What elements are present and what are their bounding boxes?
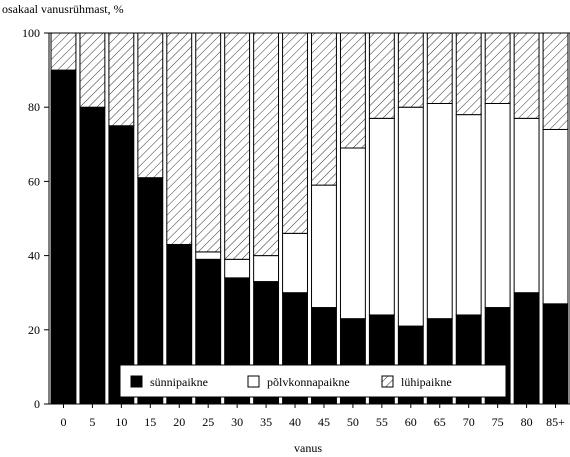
y-tick-label: 0	[34, 397, 40, 411]
x-tick-label: 80	[521, 415, 533, 429]
bar-segment-sunnipaikne-80	[513, 292, 540, 405]
legend: sünnipaikne põlvkonnapaikne lühipaikne	[119, 364, 507, 398]
y-tick-label: 20	[28, 323, 40, 337]
bar-segment-sunnipaikne-85-	[542, 303, 569, 405]
bar-segment-luhipaikne-75	[484, 32, 511, 104]
bar-segment-polvkonnapaikne-45	[311, 184, 337, 309]
bar-segment-polvkonnapaikne-30	[224, 258, 251, 279]
bar-segment-polvkonnapaikne-75	[484, 102, 511, 309]
bar-segment-luhipaikne-40	[282, 32, 308, 234]
x-tick-label: 0	[60, 415, 66, 429]
bar-segment-luhipaikne-80	[513, 32, 540, 119]
x-tick-label: 55	[376, 415, 388, 429]
bar-segment-luhipaikne-85-	[542, 32, 569, 130]
x-tick-label: 20	[173, 415, 185, 429]
y-tick-label: 80	[28, 100, 40, 114]
bar-segment-luhipaikne-55	[368, 32, 395, 119]
plot-frame	[48, 32, 570, 405]
bar-segment-polvkonnapaikne-85-	[542, 128, 569, 305]
y-axis-title: osakaal vanusrühmast, %	[2, 2, 124, 16]
bar-segment-polvkonnapaikne-40	[282, 232, 308, 294]
x-axis-title: vanus	[294, 441, 322, 455]
x-tick-label: 15	[144, 415, 156, 429]
bar-segment-luhipaikne-25	[195, 32, 222, 253]
x-tick-label: 40	[289, 415, 301, 429]
x-tick-label: 25	[202, 415, 214, 429]
x-tick-label: 50	[347, 415, 359, 429]
x-tick-label: 45	[318, 415, 330, 429]
y-tick-label: 40	[28, 249, 40, 263]
legend-swatch-luhipaikne	[381, 375, 394, 388]
bar-segment-polvkonnapaikne-60	[397, 106, 424, 327]
bar-segment-luhipaikne-20	[166, 32, 193, 245]
bar-segment-luhipaikne-15	[137, 32, 164, 179]
y-tick-label: 60	[28, 174, 40, 188]
legend-label-polvkonnapaikne: põlvkonnapaikne	[267, 375, 350, 389]
bar-segment-polvkonnapaikne-55	[368, 117, 395, 316]
bar-segment-luhipaikne-10	[108, 32, 135, 127]
bar-segment-polvkonnapaikne-65	[426, 102, 453, 320]
legend-label-sunnipaikne: sünnipaikne	[150, 375, 208, 389]
bar-segment-polvkonnapaikne-70	[455, 114, 482, 316]
x-tick-label: 5	[89, 415, 95, 429]
bar-segment-luhipaikne-65	[426, 32, 453, 104]
x-tick-label: 10	[115, 415, 127, 429]
bar-segment-polvkonnapaikne-80	[513, 117, 540, 294]
x-tick-label: 30	[231, 415, 243, 429]
x-tick-label: 70	[463, 415, 475, 429]
bar-segment-polvkonnapaikne-50	[339, 147, 366, 320]
y-ticks-layer: 0 20 40 60 80 100	[22, 26, 49, 411]
legend-swatch-polvkonnapaikne	[247, 375, 260, 388]
bar-segment-luhipaikne-45	[311, 32, 337, 186]
bar-segment-luhipaikne-5	[79, 32, 106, 108]
bar-segment-luhipaikne-35	[253, 32, 280, 257]
bar-segment-luhipaikne-0	[50, 32, 77, 71]
legend-box	[119, 364, 507, 398]
x-ticks-layer: 0 5 10 15 20 25 30 35 40 45 50 55 60 65 70 75 80 85+	[60, 404, 565, 429]
legend-swatch-sunnipaikne	[130, 375, 143, 388]
bar-segment-luhipaikne-60	[397, 32, 424, 108]
bar-segment-luhipaikne-70	[455, 32, 482, 116]
bar-segment-luhipaikne-30	[224, 32, 251, 260]
y-tick-label: 100	[22, 26, 40, 40]
x-tick-label: 65	[434, 415, 446, 429]
x-tick-label: 60	[405, 415, 417, 429]
x-tick-label: 35	[260, 415, 272, 429]
bar-segment-polvkonnapaikne-35	[253, 255, 280, 283]
bars-layer	[50, 32, 569, 405]
bar-segment-polvkonnapaikne-25	[195, 251, 222, 260]
bar-segment-luhipaikne-50	[339, 32, 366, 149]
bar-segment-sunnipaikne-0	[50, 69, 77, 405]
x-tick-label: 75	[492, 415, 504, 429]
bar-segment-sunnipaikne-5	[79, 106, 106, 405]
legend-label-luhipaikne: lühipaikne	[401, 375, 452, 389]
bar-segment-sunnipaikne-10	[108, 125, 135, 405]
x-tick-label: 85+	[546, 415, 565, 429]
